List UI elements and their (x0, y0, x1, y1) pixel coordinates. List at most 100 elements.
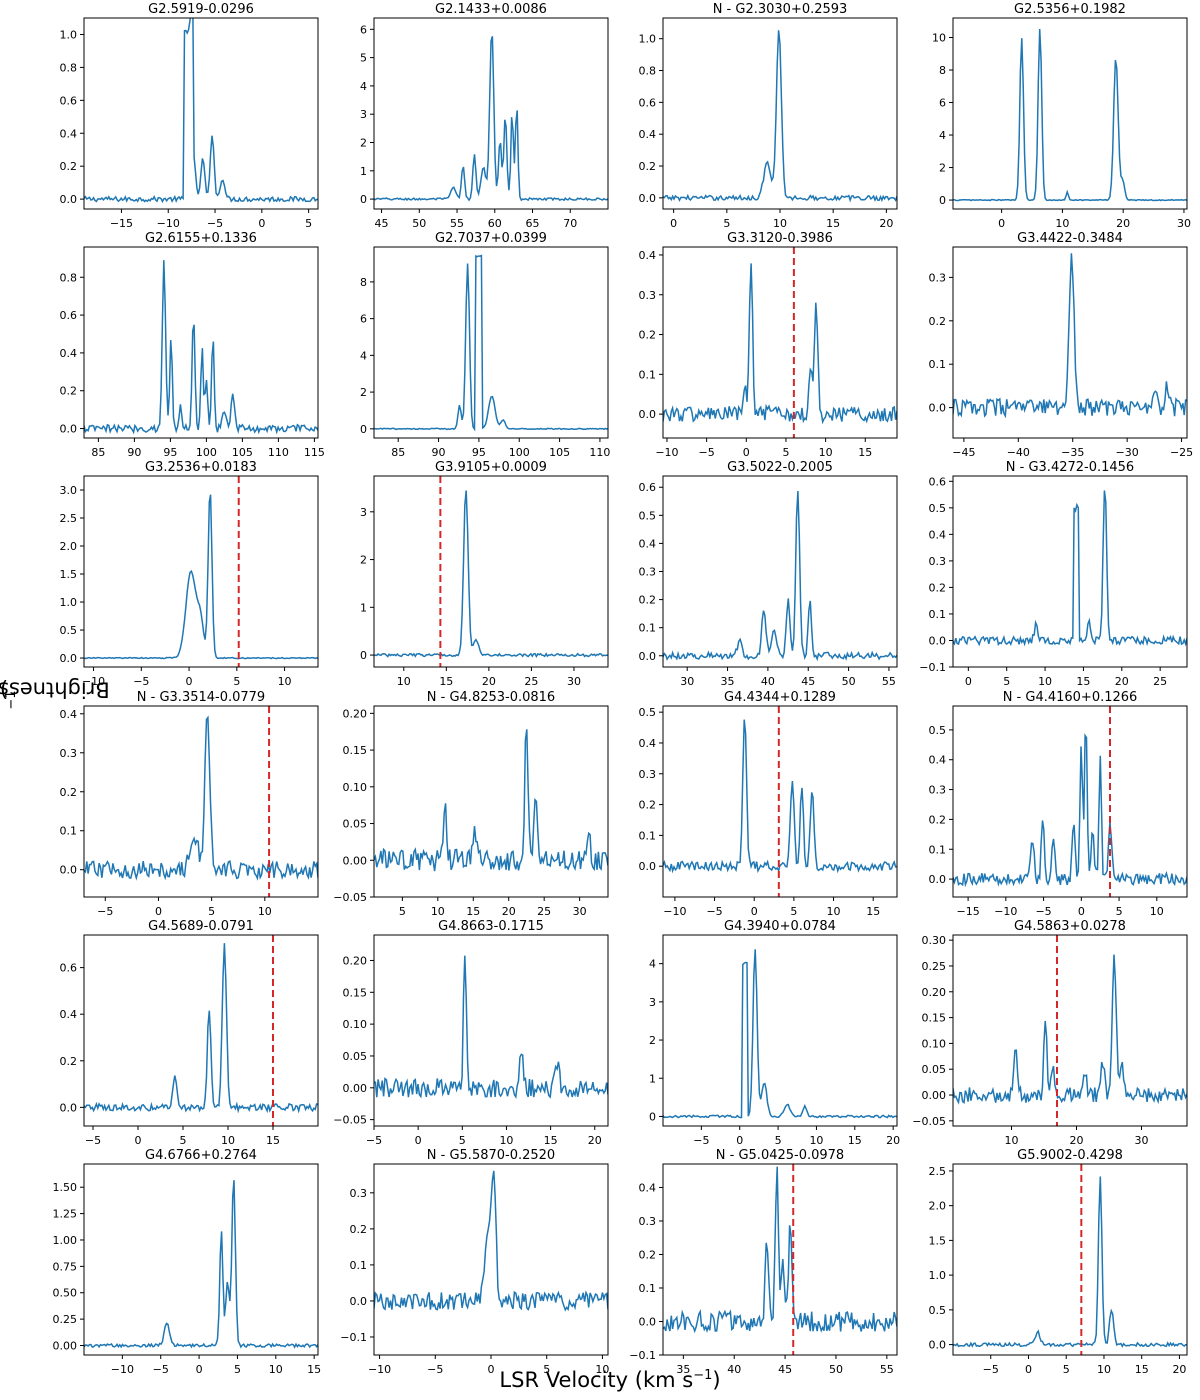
y-tick-label: 0.4 (60, 347, 78, 360)
y-tick-label: 0.00 (922, 1089, 947, 1102)
spectrum-line (374, 955, 608, 1099)
x-tick-label: 40 (761, 675, 775, 688)
x-tick-label: 10 (1005, 1134, 1019, 1147)
spectrum-panel: 5 10 15 20 25 30 −0.05 0.00 0.05 0.10 0.15 0.20 N - … (333, 690, 609, 918)
spectrum-panel: −10 −5 0 5 10 15 0.0 0.1 0.2 0.3 0.4 0.5 G4.4344+0.1… (639, 690, 898, 918)
axes-frame (662, 246, 898, 439)
x-tick-label: 55 (880, 1363, 894, 1376)
y-tick-label: 0.15 (343, 744, 368, 757)
x-tick-label: 0 (670, 217, 677, 230)
x-tick-label: 30 (567, 675, 581, 688)
spectrum-line (374, 36, 608, 202)
x-tick-label: 25 (537, 905, 551, 918)
x-tick-label: 105 (232, 446, 253, 459)
y-tick-label: −0.05 (333, 1114, 367, 1127)
x-tick-label: 20 (588, 1134, 602, 1147)
x-tick-label: 20 (1172, 1363, 1186, 1376)
x-tick-label: 10 (221, 1134, 235, 1147)
y-tick-label: 0.2 (639, 799, 657, 812)
x-tick-label: 85 (91, 446, 105, 459)
spectrum-line (84, 260, 318, 435)
x-tick-label: 15 (266, 1134, 280, 1147)
x-tick-label: −5 (133, 675, 149, 688)
x-tick-label: −5 (97, 905, 113, 918)
panel-title: G3.2536+0.0183 (145, 460, 257, 475)
x-tick-label: 95 (472, 446, 486, 459)
spectrum-line (84, 18, 318, 204)
x-tick-label: 20 (1070, 1134, 1084, 1147)
x-tick-label: 5 (180, 1134, 187, 1147)
spectrum-panel: −10 −5 0 5 10 15 0.0 0.1 0.2 0.3 0.4 G3.3120-0.3986 (639, 231, 898, 459)
axes-frame (83, 705, 319, 898)
y-tick-label: 0.0 (60, 1101, 78, 1114)
panel-title: G5.9002-0.4298 (1017, 1148, 1123, 1163)
y-tick-label: 5 (360, 52, 367, 65)
x-tick-label: 15 (466, 905, 480, 918)
panel-title: G2.5356+0.1982 (1014, 2, 1126, 17)
x-tick-label: 5 (543, 1363, 550, 1376)
y-tick-label: 0.0 (60, 864, 78, 877)
x-tick-label: 45 (375, 217, 389, 230)
spectrum-line (374, 729, 608, 872)
y-tick-label: 8 (360, 276, 367, 289)
spectrum-line (84, 1180, 318, 1349)
spectrum-panel: −5 0 5 10 15 20 0 1 2 3 4 G4.3940+0.0784 (649, 919, 900, 1147)
x-tick-label: 0 (1078, 905, 1085, 918)
spectrum-panel: −10 −5 0 5 10 −0.1 0.0 0.1 0.2 0.3 N - G5.5870-0.2… (340, 1148, 609, 1376)
y-tick-label: 6 (360, 313, 367, 326)
spectrum-line (663, 263, 897, 425)
x-tick-label: 60 (488, 217, 502, 230)
y-tick-label: 3 (649, 996, 656, 1009)
y-tick-label: 0.4 (639, 249, 657, 262)
x-tick-label: 90 (127, 446, 141, 459)
spectrum-line (84, 943, 318, 1114)
spectrum-panel: −10 −5 0 5 10 15 0.00 0.25 0.50 0.75 1.00 1.25 1.50 G… (53, 1148, 322, 1376)
x-tick-label: −35 (1061, 446, 1084, 459)
spectrum-panel: −45 −40 −35 −30 −25 0.0 0.1 0.2 0.3 G3.4422-0.348… (929, 231, 1194, 459)
x-tick-label: 30 (1177, 217, 1191, 230)
y-tick-label: 0.05 (343, 1050, 368, 1063)
y-tick-label: 4 (649, 958, 656, 971)
y-tick-label: 0.2 (350, 1223, 368, 1236)
y-tick-label: 0.10 (343, 1018, 368, 1031)
panel-title: G2.5919-0.0296 (148, 2, 254, 17)
spectrum-panel: 0 10 20 30 0 2 4 6 8 10 G2.5356+0.1982 (932, 2, 1191, 230)
y-tick-label: 0.8 (639, 65, 657, 78)
x-tick-label: 5 (790, 905, 797, 918)
y-tick-label: 0.0 (929, 1339, 947, 1352)
x-tick-label: 0 (258, 217, 265, 230)
x-tick-label: −5 (427, 1363, 443, 1376)
y-tick-label: 0.00 (343, 854, 368, 867)
y-tick-label: 2 (649, 1034, 656, 1047)
x-tick-label: 55 (882, 675, 896, 688)
spectrum-line (374, 254, 608, 432)
x-tick-label: 5 (1003, 675, 1010, 688)
x-tick-label: 5 (234, 1363, 241, 1376)
y-tick-label: 0.8 (60, 61, 78, 74)
x-tick-label: 50 (412, 217, 426, 230)
y-tick-label: −0.05 (333, 891, 367, 904)
axes-frame (83, 1163, 319, 1356)
x-tick-label: 45 (778, 1363, 792, 1376)
y-tick-label: 0.0 (929, 873, 947, 886)
x-tick-label: −5 (706, 905, 722, 918)
x-tick-label: 0 (743, 446, 750, 459)
x-tick-label: 100 (196, 446, 217, 459)
y-tick-label: 0.15 (343, 986, 368, 999)
spectrum-line (953, 733, 1187, 888)
x-tick-label: 110 (589, 446, 610, 459)
y-tick-label: 0.1 (60, 825, 78, 838)
y-tick-label: 0.10 (922, 1037, 947, 1050)
x-tick-label: 5 (775, 1134, 782, 1147)
y-tick-label: 0.5 (929, 724, 947, 737)
y-tick-label: −0.1 (629, 1349, 656, 1362)
x-tick-label: −10 (655, 446, 678, 459)
y-tick-label: 0.4 (60, 127, 78, 140)
x-tick-label: 5 (782, 446, 789, 459)
x-tick-label: 50 (829, 1363, 843, 1376)
y-tick-label: 2.5 (929, 1165, 947, 1178)
y-tick-label: 10 (932, 32, 946, 45)
spectrum-panel: 30 35 40 45 50 55 0.0 0.1 0.2 0.3 0.4 0.5 0.6 G3.5022… (639, 460, 898, 688)
y-tick-label: 0.4 (929, 528, 947, 541)
